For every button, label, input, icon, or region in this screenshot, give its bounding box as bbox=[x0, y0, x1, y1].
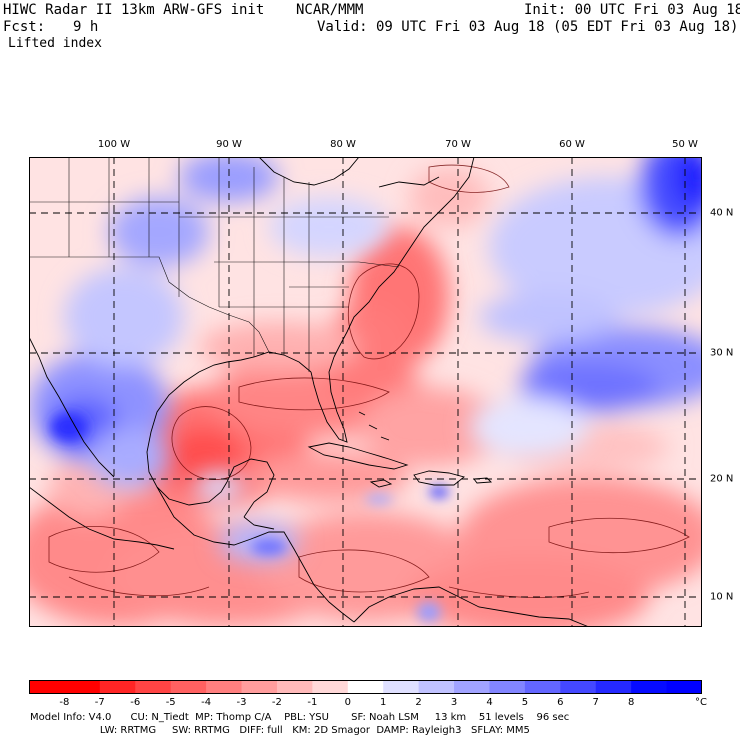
colorbar-tick-label: 2 bbox=[415, 697, 422, 708]
colorbar-tick-label: -4 bbox=[201, 697, 212, 708]
colorbar-tick-label: -7 bbox=[94, 697, 105, 708]
model-info-line1: Model Info: V4.0 CU: N_Tiedt MP: Thomp C… bbox=[30, 712, 570, 723]
colorbar-tick-label: 4 bbox=[486, 697, 493, 708]
colorbar-cell bbox=[454, 680, 490, 694]
colorbar-cell bbox=[595, 680, 632, 694]
colorbar bbox=[29, 680, 702, 694]
colorbar-cell bbox=[666, 680, 702, 694]
lon-label-90w: 90 W bbox=[216, 139, 242, 150]
lon-label-100w: 100 W bbox=[97, 139, 131, 150]
field-name: Lifted index bbox=[8, 36, 102, 51]
lon-label-80w: 80 W bbox=[330, 139, 356, 150]
lon-label-50w: 50 W bbox=[672, 139, 698, 150]
colorbar-cell bbox=[524, 680, 561, 694]
political-borders bbox=[29, 157, 400, 372]
colorbar-cell bbox=[99, 680, 136, 694]
colorbar-cell bbox=[418, 680, 455, 694]
colorbar-unit: °C bbox=[695, 697, 707, 708]
colorbar-cell bbox=[489, 680, 526, 694]
unstable-field bbox=[29, 167, 702, 627]
colorbar-cell bbox=[383, 680, 420, 694]
colorbar-tick-label: -2 bbox=[271, 697, 282, 708]
colorbar-tick-label: -3 bbox=[236, 697, 247, 708]
colorbar-tick-label: -1 bbox=[307, 697, 318, 708]
lat-label-30n: 30 N bbox=[710, 347, 734, 359]
colorbar-tick-label: 1 bbox=[380, 697, 387, 708]
colorbar-cell bbox=[170, 680, 207, 694]
colorbar-cell bbox=[312, 680, 349, 694]
colorbar-cell bbox=[631, 680, 668, 694]
forecast-value: 9 h bbox=[73, 19, 99, 35]
colorbar-cell bbox=[206, 680, 243, 694]
lon-label-60w: 60 W bbox=[559, 139, 585, 150]
organization: NCAR/MMM bbox=[296, 2, 364, 18]
colorbar-tick-label: 0 bbox=[344, 697, 351, 708]
li-contours bbox=[48, 164, 690, 598]
colorbar-cell bbox=[276, 680, 313, 694]
colorbar-tick-label: 3 bbox=[450, 697, 458, 708]
colorbar-tick-label: -8 bbox=[59, 697, 70, 708]
colorbar-tick-label: 6 bbox=[557, 697, 564, 708]
colorbar-tick-label: 8 bbox=[628, 697, 635, 708]
colorbar-tick-label: -5 bbox=[165, 697, 176, 708]
lifted-index-map bbox=[29, 157, 702, 627]
colorbar-cell bbox=[241, 680, 278, 694]
model-info-line2: LW: RRTMG SW: RRTMG DIFF: full KM: 2D Sm… bbox=[30, 725, 530, 736]
init-time: Init: 00 UTC Fri 03 Aug 18 bbox=[524, 2, 740, 18]
colorbar-cell bbox=[135, 680, 172, 694]
valid-time: Valid: 09 UTC Fri 03 Aug 18 (05 EDT Fri … bbox=[317, 19, 739, 35]
stable-cores bbox=[51, 413, 449, 622]
forecast-label: Fcst: bbox=[3, 19, 46, 35]
colorbar-tick-label: 7 bbox=[592, 697, 599, 708]
colorbar-cell bbox=[29, 680, 65, 694]
map-frame bbox=[29, 157, 702, 627]
colorbar-tick-label: -6 bbox=[130, 697, 141, 708]
lat-label-40n: 40 N bbox=[710, 207, 734, 219]
colorbar-cell bbox=[347, 680, 384, 694]
lat-label-20n: 20 N bbox=[710, 473, 734, 485]
model-title: HIWC Radar II 13km ARW-GFS init bbox=[3, 2, 265, 18]
colorbar-cell bbox=[64, 680, 101, 694]
colorbar-cell bbox=[560, 680, 597, 694]
lat-label-10n: 10 N bbox=[710, 591, 734, 603]
colorbar-tick-label: 5 bbox=[521, 697, 529, 708]
coastlines bbox=[29, 157, 590, 627]
lat-lon-grid bbox=[29, 157, 702, 627]
lon-label-70w: 70 W bbox=[445, 139, 471, 150]
